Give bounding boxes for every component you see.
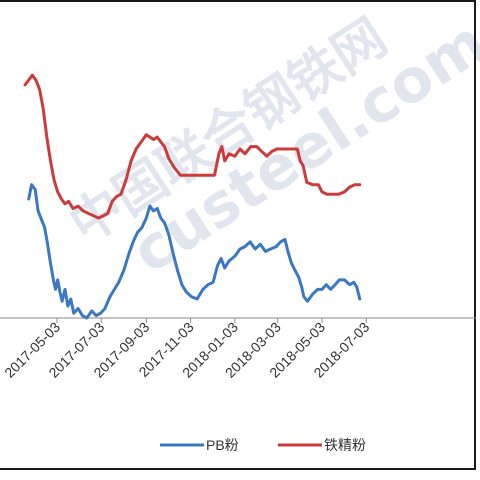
series-line-1 [23, 73, 362, 220]
legend: PB粉 铁精粉 [160, 437, 366, 453]
legend-label-1: 铁精粉 [324, 437, 366, 453]
legend-label-0: PB粉 [206, 437, 239, 453]
watermark: 中国联合钢铁网 custeel.com [59, 7, 480, 287]
series-layer [23, 73, 362, 320]
x-axis: 2017-05-032017-07-032017-09-032017-11-03… [0, 317, 476, 381]
chart-frame [0, 0, 476, 470]
series-line-0 [27, 183, 362, 320]
